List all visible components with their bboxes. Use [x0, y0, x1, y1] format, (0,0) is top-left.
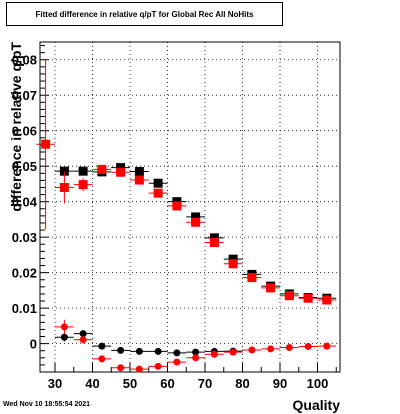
data-point	[304, 342, 312, 350]
y-tick-label: 0	[30, 337, 37, 352]
data-point	[116, 163, 126, 173]
data-point	[135, 365, 143, 373]
data-point	[247, 273, 257, 283]
x-tick-label: 70	[198, 376, 212, 391]
data-point	[117, 364, 125, 372]
data-point	[209, 233, 219, 243]
data-point	[60, 323, 68, 331]
data-point	[97, 164, 107, 174]
data-point	[267, 345, 275, 353]
data-point	[41, 139, 51, 149]
data-point	[59, 182, 69, 192]
data-point	[60, 333, 68, 341]
data-point	[134, 167, 144, 177]
data-point	[79, 330, 87, 338]
data-point	[228, 259, 238, 269]
data-point	[134, 175, 144, 185]
data-point	[116, 167, 126, 177]
data-point	[191, 217, 201, 227]
data-point	[191, 212, 201, 222]
data-point	[78, 180, 88, 190]
data-point	[153, 178, 163, 188]
data-point	[154, 362, 162, 370]
data-point	[209, 237, 219, 247]
data-point	[303, 293, 313, 303]
y-tick-label: 0.02	[12, 266, 37, 281]
data-series-1	[36, 59, 337, 305]
y-tick-label: 0.01	[12, 301, 37, 316]
data-point	[266, 283, 276, 293]
data-point	[248, 346, 256, 354]
chart-title-box: Fitted difference in relative q/pT for G…	[6, 2, 283, 26]
data-point	[154, 347, 162, 355]
data-point	[322, 295, 332, 305]
y-tick-label: 0.07	[12, 88, 37, 103]
x-tick-label: 100	[307, 376, 329, 391]
data-point	[172, 201, 182, 211]
y-tick-label: 0.05	[12, 159, 37, 174]
data-point	[59, 166, 69, 176]
plot-frame	[39, 41, 341, 373]
data-point	[78, 166, 88, 176]
data-point	[135, 347, 143, 355]
data-point	[284, 291, 294, 301]
data-series-3	[55, 319, 337, 373]
data-point	[98, 355, 106, 363]
data-point	[153, 188, 163, 198]
y-tick-label: 0.08	[12, 53, 37, 68]
data-point	[285, 344, 293, 352]
timestamp: Wed Nov 10 18:55:54 2021	[3, 401, 91, 408]
x-tick-label: 40	[85, 376, 99, 391]
data-point	[228, 254, 238, 264]
data-point	[192, 348, 200, 356]
x-tick-label: 80	[235, 376, 249, 391]
x-tick-label: 50	[123, 376, 137, 391]
data-point	[98, 342, 106, 350]
y-tick-label: 0.06	[12, 124, 37, 139]
data-point	[173, 349, 181, 357]
chart-title: Fitted difference in relative q/pT for G…	[35, 9, 254, 19]
data-point	[229, 348, 237, 356]
y-tick-label: 0.03	[12, 230, 37, 245]
data-point	[79, 336, 87, 344]
y-axis-title: difference in relative q/pT	[8, 42, 24, 212]
data-point	[173, 358, 181, 366]
x-tick-label: 90	[273, 376, 287, 391]
x-tick-label: 60	[160, 376, 174, 391]
data-point	[210, 350, 218, 358]
data-point	[117, 346, 125, 354]
data-point	[192, 354, 200, 362]
data-point	[323, 342, 331, 350]
x-tick-label: 30	[48, 376, 62, 391]
y-tick-label: 0.04	[12, 195, 38, 210]
x-axis-title: Quality	[293, 397, 341, 413]
